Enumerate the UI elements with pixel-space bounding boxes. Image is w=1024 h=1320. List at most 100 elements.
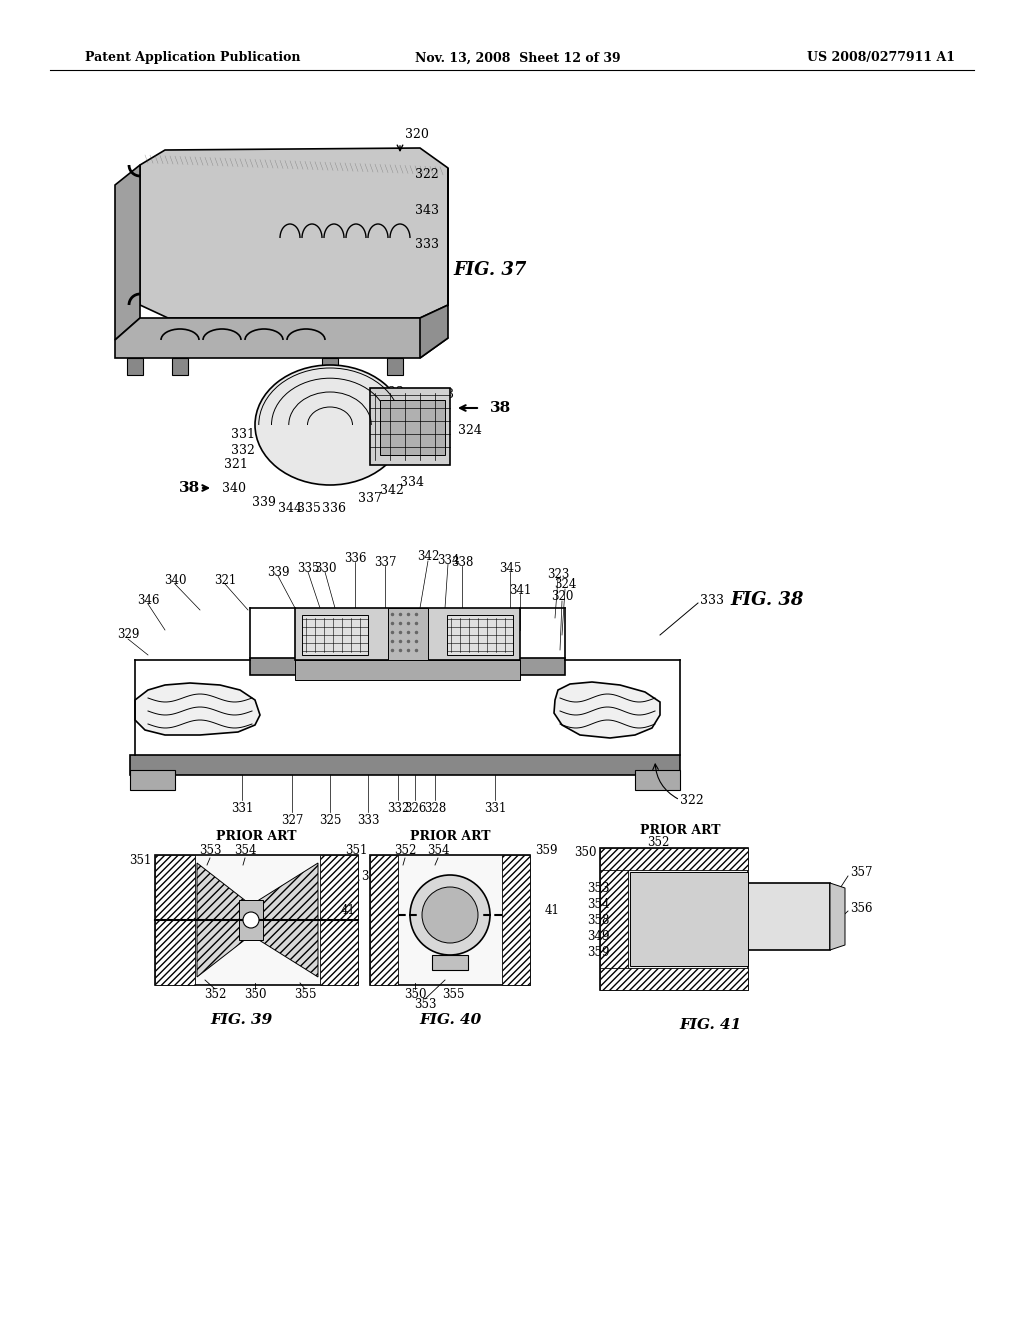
Text: 327: 327 <box>281 813 303 826</box>
Polygon shape <box>600 847 748 990</box>
Text: 349: 349 <box>588 929 610 942</box>
Polygon shape <box>130 770 175 789</box>
Polygon shape <box>600 968 748 990</box>
Text: 350: 350 <box>403 989 426 1002</box>
Polygon shape <box>127 358 143 375</box>
Text: Nov. 13, 2008  Sheet 12 of 39: Nov. 13, 2008 Sheet 12 of 39 <box>415 51 621 65</box>
Text: 340: 340 <box>164 573 186 586</box>
Text: 352: 352 <box>647 837 670 850</box>
Text: 350: 350 <box>244 989 266 1002</box>
Text: 346: 346 <box>137 594 160 606</box>
Polygon shape <box>140 148 449 318</box>
Text: 333: 333 <box>415 239 439 252</box>
Text: 336: 336 <box>344 552 367 565</box>
Polygon shape <box>115 318 449 358</box>
Text: 334: 334 <box>437 553 459 566</box>
Text: 326: 326 <box>403 801 426 814</box>
Text: 335: 335 <box>297 561 319 574</box>
Text: 331: 331 <box>230 801 253 814</box>
Text: 359: 359 <box>361 870 384 883</box>
Text: FIG. 38: FIG. 38 <box>730 591 804 609</box>
Text: 331: 331 <box>483 801 506 814</box>
Text: 326: 326 <box>286 381 310 395</box>
Text: 322: 322 <box>415 169 438 181</box>
Text: Patent Application Publication: Patent Application Publication <box>85 51 300 65</box>
Text: 320: 320 <box>406 128 429 141</box>
Text: 359: 359 <box>588 945 610 958</box>
Polygon shape <box>748 883 830 950</box>
Text: 38: 38 <box>490 401 511 414</box>
Text: 353: 353 <box>199 843 221 857</box>
Text: 41: 41 <box>545 903 559 916</box>
Text: 355: 355 <box>294 989 316 1002</box>
Text: 344: 344 <box>278 502 302 515</box>
Polygon shape <box>135 682 260 735</box>
Polygon shape <box>447 615 513 655</box>
Polygon shape <box>370 388 450 465</box>
Text: 338: 338 <box>451 556 473 569</box>
Text: 330: 330 <box>396 438 420 451</box>
Text: 324: 324 <box>458 424 482 437</box>
Text: PRIOR ART: PRIOR ART <box>216 830 296 843</box>
Text: 328: 328 <box>424 801 446 814</box>
Text: 323: 323 <box>547 568 569 581</box>
Polygon shape <box>197 863 251 977</box>
Circle shape <box>410 875 490 954</box>
Text: 338: 338 <box>384 433 408 446</box>
Polygon shape <box>387 358 403 375</box>
Text: 321: 321 <box>224 458 248 471</box>
Text: 38: 38 <box>179 480 200 495</box>
Text: 342: 342 <box>417 550 439 564</box>
Circle shape <box>243 912 259 928</box>
Text: 350: 350 <box>574 846 597 859</box>
Text: 336: 336 <box>322 502 346 515</box>
Polygon shape <box>251 863 318 977</box>
Text: FIG. 41: FIG. 41 <box>679 1018 741 1032</box>
Text: 341: 341 <box>371 425 395 438</box>
Text: 328: 328 <box>430 388 454 401</box>
Text: 342: 342 <box>380 483 403 496</box>
Text: 352: 352 <box>394 843 416 857</box>
Text: 320: 320 <box>551 590 573 603</box>
Text: US 2008/0277911 A1: US 2008/0277911 A1 <box>807 51 955 65</box>
Text: FIG. 40: FIG. 40 <box>419 1012 481 1027</box>
Circle shape <box>422 887 478 942</box>
Text: 354: 354 <box>233 843 256 857</box>
Text: PRIOR ART: PRIOR ART <box>640 824 720 837</box>
Polygon shape <box>115 165 140 341</box>
Polygon shape <box>635 770 680 789</box>
Text: PRIOR ART: PRIOR ART <box>410 830 490 843</box>
Polygon shape <box>432 954 468 970</box>
Text: FIG. 39: FIG. 39 <box>210 1012 272 1027</box>
Text: 357: 357 <box>850 866 872 879</box>
Text: 330: 330 <box>313 561 336 574</box>
Polygon shape <box>302 615 368 655</box>
Polygon shape <box>295 609 520 660</box>
Polygon shape <box>830 883 845 950</box>
Text: 341: 341 <box>509 583 531 597</box>
Polygon shape <box>239 900 263 940</box>
Text: 353: 353 <box>414 998 436 1011</box>
Text: 353: 353 <box>588 882 610 895</box>
Text: 332: 332 <box>387 801 410 814</box>
Text: 343: 343 <box>415 203 439 216</box>
Text: 354: 354 <box>588 898 610 911</box>
Text: 323: 323 <box>380 385 403 399</box>
Text: 354: 354 <box>427 843 450 857</box>
Polygon shape <box>502 855 530 985</box>
Text: 351: 351 <box>346 843 368 857</box>
Polygon shape <box>250 657 565 675</box>
Text: FIG. 37: FIG. 37 <box>454 261 526 279</box>
Text: 324: 324 <box>554 578 577 591</box>
Polygon shape <box>319 855 358 985</box>
Text: 332: 332 <box>231 444 255 457</box>
Polygon shape <box>420 168 449 358</box>
Text: 229: 229 <box>356 379 380 392</box>
Text: 355: 355 <box>441 989 464 1002</box>
Text: 334: 334 <box>400 477 424 490</box>
Polygon shape <box>380 400 445 455</box>
Polygon shape <box>295 660 520 680</box>
Text: 333: 333 <box>700 594 724 606</box>
Text: 329: 329 <box>117 628 139 642</box>
Text: 325: 325 <box>258 412 282 425</box>
